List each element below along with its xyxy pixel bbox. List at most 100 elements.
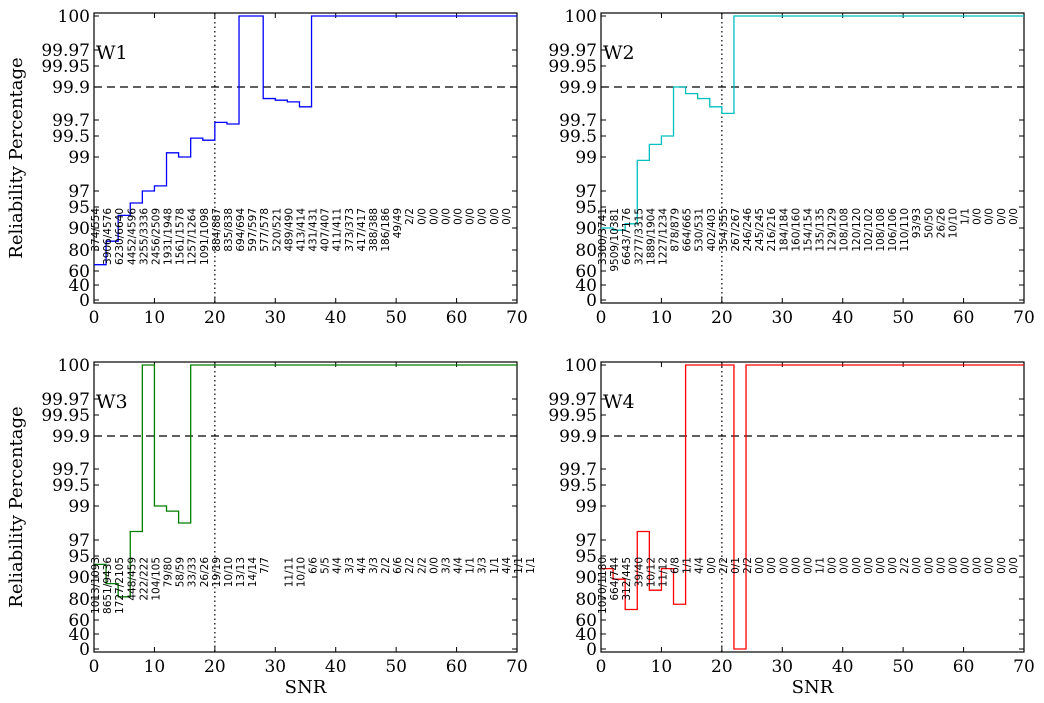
count-annotation: 407/407	[320, 208, 332, 252]
x-tick-label: 10	[144, 308, 166, 328]
count-annotation: 417/417	[356, 208, 368, 252]
count-annotation: 1227/1234	[657, 208, 669, 265]
y-tick-label: 40	[575, 276, 597, 296]
count-annotation: 0/0	[778, 557, 790, 574]
panel-label: W4	[603, 391, 635, 413]
count-annotation: 0/0	[428, 208, 440, 225]
count-annotation: 106/106	[887, 208, 899, 252]
x-tick-label: 30	[771, 308, 793, 328]
x-tick-label: 70	[506, 308, 528, 328]
count-annotation: 1/1	[682, 557, 694, 574]
y-axis-label: Reliability Percentage	[6, 406, 27, 607]
count-annotation: 884/887	[211, 208, 223, 252]
y-tick-label: 80	[575, 590, 597, 610]
x-tick-label: 70	[506, 657, 528, 677]
count-annotation: 0/0	[863, 557, 875, 574]
y-tick-label: 60	[575, 611, 597, 631]
count-annotation: 245/245	[754, 208, 766, 252]
y-tick-label: 90	[575, 568, 597, 588]
y-tick-label: 60	[68, 262, 90, 282]
count-annotation: 186/186	[380, 208, 392, 252]
plot-panel-w1: 0 10 20 30 40 50 60 7004060809095979999.599.799…	[6, 7, 528, 328]
x-tick-label: 40	[832, 308, 854, 328]
count-annotation: 0/0	[911, 557, 923, 574]
count-annotation: 0/0	[972, 208, 984, 225]
axes-frame	[600, 12, 1025, 304]
count-annotation: 0/0	[790, 557, 802, 574]
count-annotation: 520/521	[271, 208, 283, 252]
series-line-w4	[601, 364, 1024, 650]
y-tick-label: 99.97	[41, 390, 90, 410]
count-annotation: 1/1	[525, 557, 537, 574]
count-annotation: 411/411	[332, 208, 344, 252]
count-annotation: 216/216	[766, 208, 778, 252]
x-tick-label: 30	[264, 657, 286, 677]
count-annotation: 597/597	[247, 208, 259, 252]
count-annotation: 0/0	[706, 557, 718, 574]
x-tick-label: 60	[953, 657, 975, 677]
count-annotation: 6/6	[392, 557, 404, 574]
count-annotation: 0/0	[923, 557, 935, 574]
series-line-w1	[94, 15, 517, 266]
count-annotation: 11/11	[283, 557, 295, 587]
count-annotation: 9509/10381	[609, 208, 621, 272]
x-tick-label: 0	[596, 657, 607, 677]
count-annotation: 0/0	[851, 557, 863, 574]
y-tick-label: 0	[586, 640, 597, 660]
x-tick-label: 20	[204, 657, 226, 677]
count-annotation: 10/10	[947, 208, 959, 238]
x-tick-label: 10	[651, 308, 673, 328]
count-annotation: 58/59	[175, 557, 187, 587]
x-tick-label: 10	[651, 657, 673, 677]
y-tick-label: 0	[586, 291, 597, 311]
count-annotation: 0/0	[1008, 208, 1020, 225]
count-annotation: 0/0	[754, 557, 766, 574]
x-tick-label: 20	[711, 657, 733, 677]
y-tick-label: 99.5	[52, 476, 90, 496]
count-annotation: 5/5	[320, 557, 332, 574]
x-tick-label: 0	[89, 657, 100, 677]
count-annotation: 354/355	[718, 208, 730, 252]
x-tick-label: 60	[953, 308, 975, 328]
count-annotation: 664/744	[609, 557, 621, 601]
count-annotation: 402/403	[706, 208, 718, 252]
count-annotation: 10/12	[645, 557, 657, 587]
y-tick-label: 99.97	[548, 390, 597, 410]
count-annotation: 4/4	[356, 557, 368, 574]
y-tick-label: 97	[575, 182, 597, 202]
count-annotation: 6643/7176	[621, 208, 633, 265]
x-tick-label: 60	[446, 657, 468, 677]
count-annotation: 489/490	[283, 208, 295, 252]
count-annotation: 0/0	[827, 557, 839, 574]
y-tick-label: 99	[575, 148, 597, 168]
count-annotation: 4/4	[453, 557, 465, 574]
y-tick-label: 99.95	[548, 57, 597, 77]
count-annotation: 3906/4576	[102, 208, 114, 265]
y-tick-label: 40	[575, 625, 597, 645]
count-annotation: 2/2	[380, 557, 392, 574]
count-annotation: 0/0	[416, 208, 428, 225]
y-tick-label: 99.7	[52, 460, 90, 480]
count-annotation: 3300/3741	[597, 208, 609, 265]
y-tick-label: 100	[565, 7, 597, 27]
y-tick-label: 99.9	[52, 427, 90, 447]
x-tick-label: 0	[89, 308, 100, 328]
count-annotation: 2/2	[416, 557, 428, 574]
panel-label: W2	[603, 42, 635, 64]
y-tick-label: 40	[68, 625, 90, 645]
count-annotation: 129/129	[827, 208, 839, 252]
count-annotation: 10/10	[295, 557, 307, 587]
count-annotation: 33/33	[187, 557, 199, 587]
count-annotation: 4/4	[501, 557, 513, 574]
y-tick-label: 80	[68, 590, 90, 610]
y-tick-label: 99	[68, 148, 90, 168]
y-tick-label: 40	[68, 276, 90, 296]
y-tick-label: 90	[68, 568, 90, 588]
count-annotation: 120/120	[851, 208, 863, 252]
y-tick-label: 95	[575, 198, 597, 218]
x-axis-label: SNR	[792, 677, 834, 698]
count-annotation: 374/554	[90, 208, 102, 252]
y-tick-label: 100	[58, 7, 90, 27]
x-tick-label: 10	[144, 657, 166, 677]
